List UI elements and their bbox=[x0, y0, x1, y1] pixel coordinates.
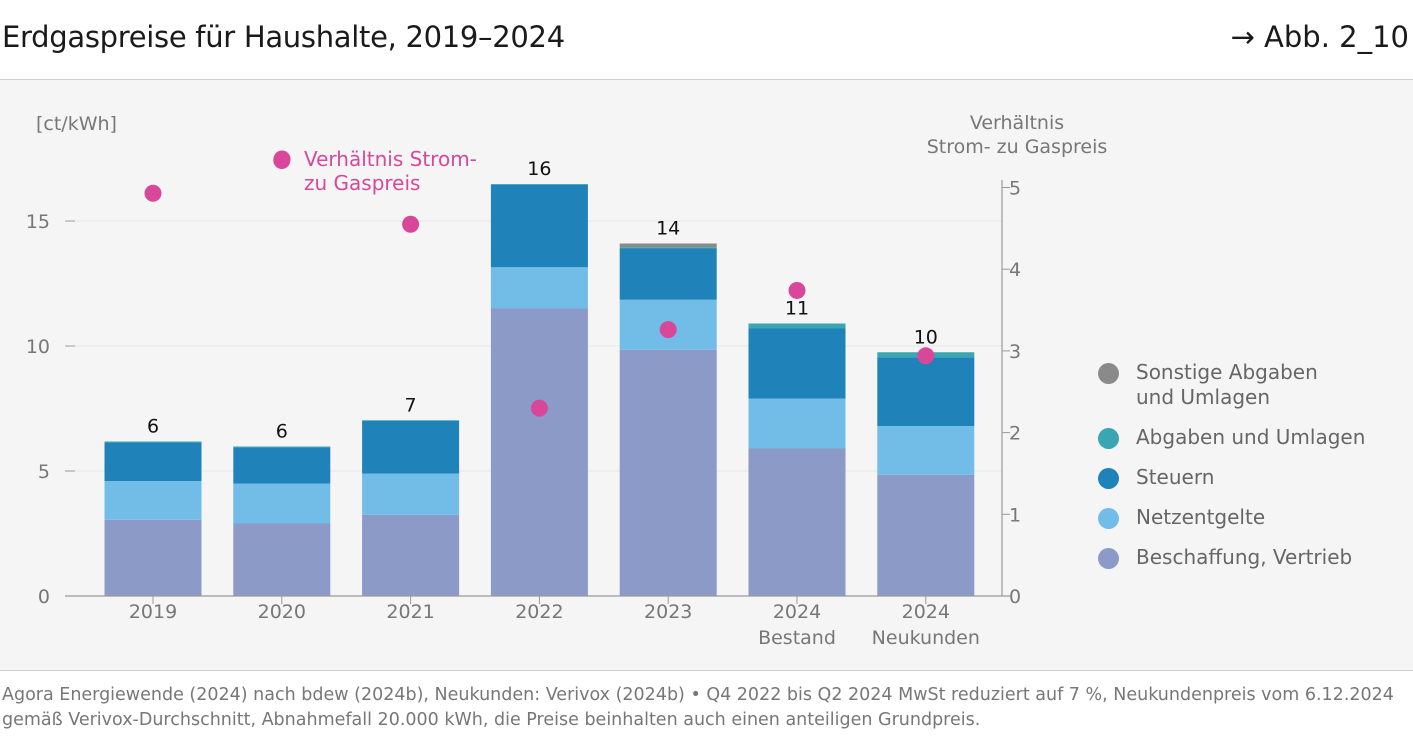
y2-tick-label-1: 1 bbox=[1009, 504, 1021, 526]
x-tick-label-5-0: 2024 bbox=[773, 601, 821, 623]
legend-label-abgaben: Abgaben und Umlagen bbox=[1136, 425, 1366, 449]
bar-segment-6-0 bbox=[877, 474, 975, 596]
ratio-legend-label-line1: Verhältnis Strom- bbox=[304, 147, 477, 171]
bars bbox=[104, 184, 975, 596]
bar-segment-2-0 bbox=[362, 514, 460, 596]
y-tick-label-10: 10 bbox=[26, 336, 50, 358]
ratio-point-3 bbox=[530, 399, 548, 417]
x-tick-label-1-0: 2020 bbox=[258, 601, 306, 623]
bar-segment-1-0 bbox=[233, 523, 331, 596]
legend-item-netzentgelte: Netzentgelte bbox=[1098, 505, 1398, 530]
legend-swatch-netzentgelte bbox=[1098, 508, 1119, 529]
bar-segment-4-2 bbox=[619, 248, 717, 300]
bar-segment-0-0 bbox=[104, 519, 202, 596]
figure-reference: → Abb. 2_10 bbox=[1230, 20, 1409, 54]
y-tick-label-5: 5 bbox=[38, 461, 50, 483]
total-label-1: 6 bbox=[276, 421, 288, 443]
y2-tick-label-2: 2 bbox=[1009, 423, 1021, 445]
total-label-3: 16 bbox=[527, 158, 551, 180]
y2-tick-label-0: 0 bbox=[1009, 586, 1021, 608]
bar-segment-2-3 bbox=[362, 420, 460, 422]
bar-segment-3-3 bbox=[490, 184, 588, 185]
bar-segment-6-1 bbox=[877, 426, 975, 475]
bar-segment-4-4 bbox=[619, 243, 717, 248]
ratio-point-2 bbox=[402, 215, 420, 233]
legend-item-steuern: Steuern bbox=[1098, 465, 1398, 490]
total-label-6: 10 bbox=[914, 326, 938, 348]
x-tick-label-3-0: 2022 bbox=[515, 601, 563, 623]
x-tick-label-2-0: 2021 bbox=[386, 601, 434, 623]
bar-segment-4-0 bbox=[619, 349, 717, 596]
y-axis-label: [ct/kWh] bbox=[36, 113, 117, 135]
total-label-2: 7 bbox=[405, 394, 417, 416]
total-label-5: 11 bbox=[785, 298, 809, 320]
bar-segment-5-1 bbox=[748, 398, 846, 449]
y2-axis-label-line2: Strom- zu Gaspreis bbox=[927, 136, 1108, 158]
bar-segment-3-0 bbox=[490, 308, 588, 596]
legend-swatch-abgaben bbox=[1098, 428, 1119, 449]
y2-tick-label-5: 5 bbox=[1009, 178, 1021, 200]
bar-segment-4-3 bbox=[619, 247, 717, 249]
bar-segment-5-0 bbox=[748, 448, 846, 596]
legend-label-netzentgelte: Netzentgelte bbox=[1136, 505, 1266, 529]
x-tick-label-6-1: Neukunden bbox=[872, 627, 980, 649]
ratio-point-4 bbox=[659, 321, 677, 339]
bar-segment-3-2 bbox=[490, 184, 588, 268]
bar-segment-6-2 bbox=[877, 357, 975, 426]
bar-segment-1-1 bbox=[233, 483, 331, 524]
legend-swatch-sonstige bbox=[1098, 363, 1119, 384]
bar-segment-3-1 bbox=[490, 267, 588, 309]
bar-segment-1-3 bbox=[233, 446, 331, 448]
total-label-0: 6 bbox=[147, 416, 159, 438]
legend-label-beschaffung: Beschaffung, Vertrieb bbox=[1136, 545, 1353, 569]
bar-segment-2-1 bbox=[362, 473, 460, 515]
ratio-point-5 bbox=[788, 281, 806, 299]
legend-swatch-steuern bbox=[1098, 468, 1119, 489]
legend-label-steuern: Steuern bbox=[1136, 465, 1215, 489]
x-tick-label-6-0: 2024 bbox=[902, 601, 950, 623]
y2-axis-label-line1: Verhältnis bbox=[970, 112, 1064, 134]
y2-tick-label-4: 4 bbox=[1009, 259, 1021, 281]
bar-segment-1-2 bbox=[233, 447, 331, 484]
legend-label-sonstige: Sonstige Abgaben und Umlagen bbox=[1136, 360, 1318, 409]
chart-area: 6 6 7 16 14 11 10 Verhältnis Strom-zu Gaspreis… bbox=[0, 80, 1413, 670]
legend-item-sonstige: Sonstige Abgaben und Umlagen bbox=[1098, 360, 1398, 410]
legend-item-abgaben: Abgaben und Umlagen bbox=[1098, 425, 1398, 450]
bar-segment-5-2 bbox=[748, 328, 846, 399]
x-tick-label-5-1: Bestand bbox=[758, 627, 836, 649]
x-tick-label-0-0: 2019 bbox=[129, 601, 177, 623]
header: Erdgaspreise für Haushalte, 2019–2024 → … bbox=[0, 0, 1413, 80]
x-tick-label-4-0: 2023 bbox=[644, 601, 692, 623]
source-note: Agora Energiewende (2024) nach bdew (202… bbox=[2, 685, 1394, 730]
ratio-points: Verhältnis Strom-zu Gaspreis bbox=[144, 147, 935, 417]
footer: Agora Energiewende (2024) nach bdew (202… bbox=[0, 670, 1413, 748]
y2-tick-label-3: 3 bbox=[1009, 341, 1021, 363]
ratio-legend-marker bbox=[273, 150, 291, 168]
y-tick-label-15: 15 bbox=[26, 211, 50, 233]
total-label-4: 14 bbox=[656, 218, 680, 240]
legend-item-beschaffung: Beschaffung, Vertrieb bbox=[1098, 545, 1398, 570]
legend: Sonstige Abgaben und Umlagen Abgaben und … bbox=[1098, 360, 1398, 585]
bar-segment-0-1 bbox=[104, 481, 202, 520]
bar-segment-2-2 bbox=[362, 421, 460, 474]
total-labels: 6 6 7 16 14 11 10 bbox=[147, 158, 938, 443]
ratio-point-0 bbox=[144, 184, 162, 202]
legend-swatch-beschaffung bbox=[1098, 548, 1119, 569]
y-tick-label-0: 0 bbox=[38, 586, 50, 608]
ratio-legend-label-line2: zu Gaspreis bbox=[304, 171, 420, 195]
ratio-point-6 bbox=[917, 347, 935, 365]
bar-segment-0-3 bbox=[104, 441, 202, 443]
page-title: Erdgaspreise für Haushalte, 2019–2024 bbox=[2, 20, 565, 54]
bar-segment-5-3 bbox=[748, 323, 846, 329]
bar-segment-0-2 bbox=[104, 442, 202, 481]
